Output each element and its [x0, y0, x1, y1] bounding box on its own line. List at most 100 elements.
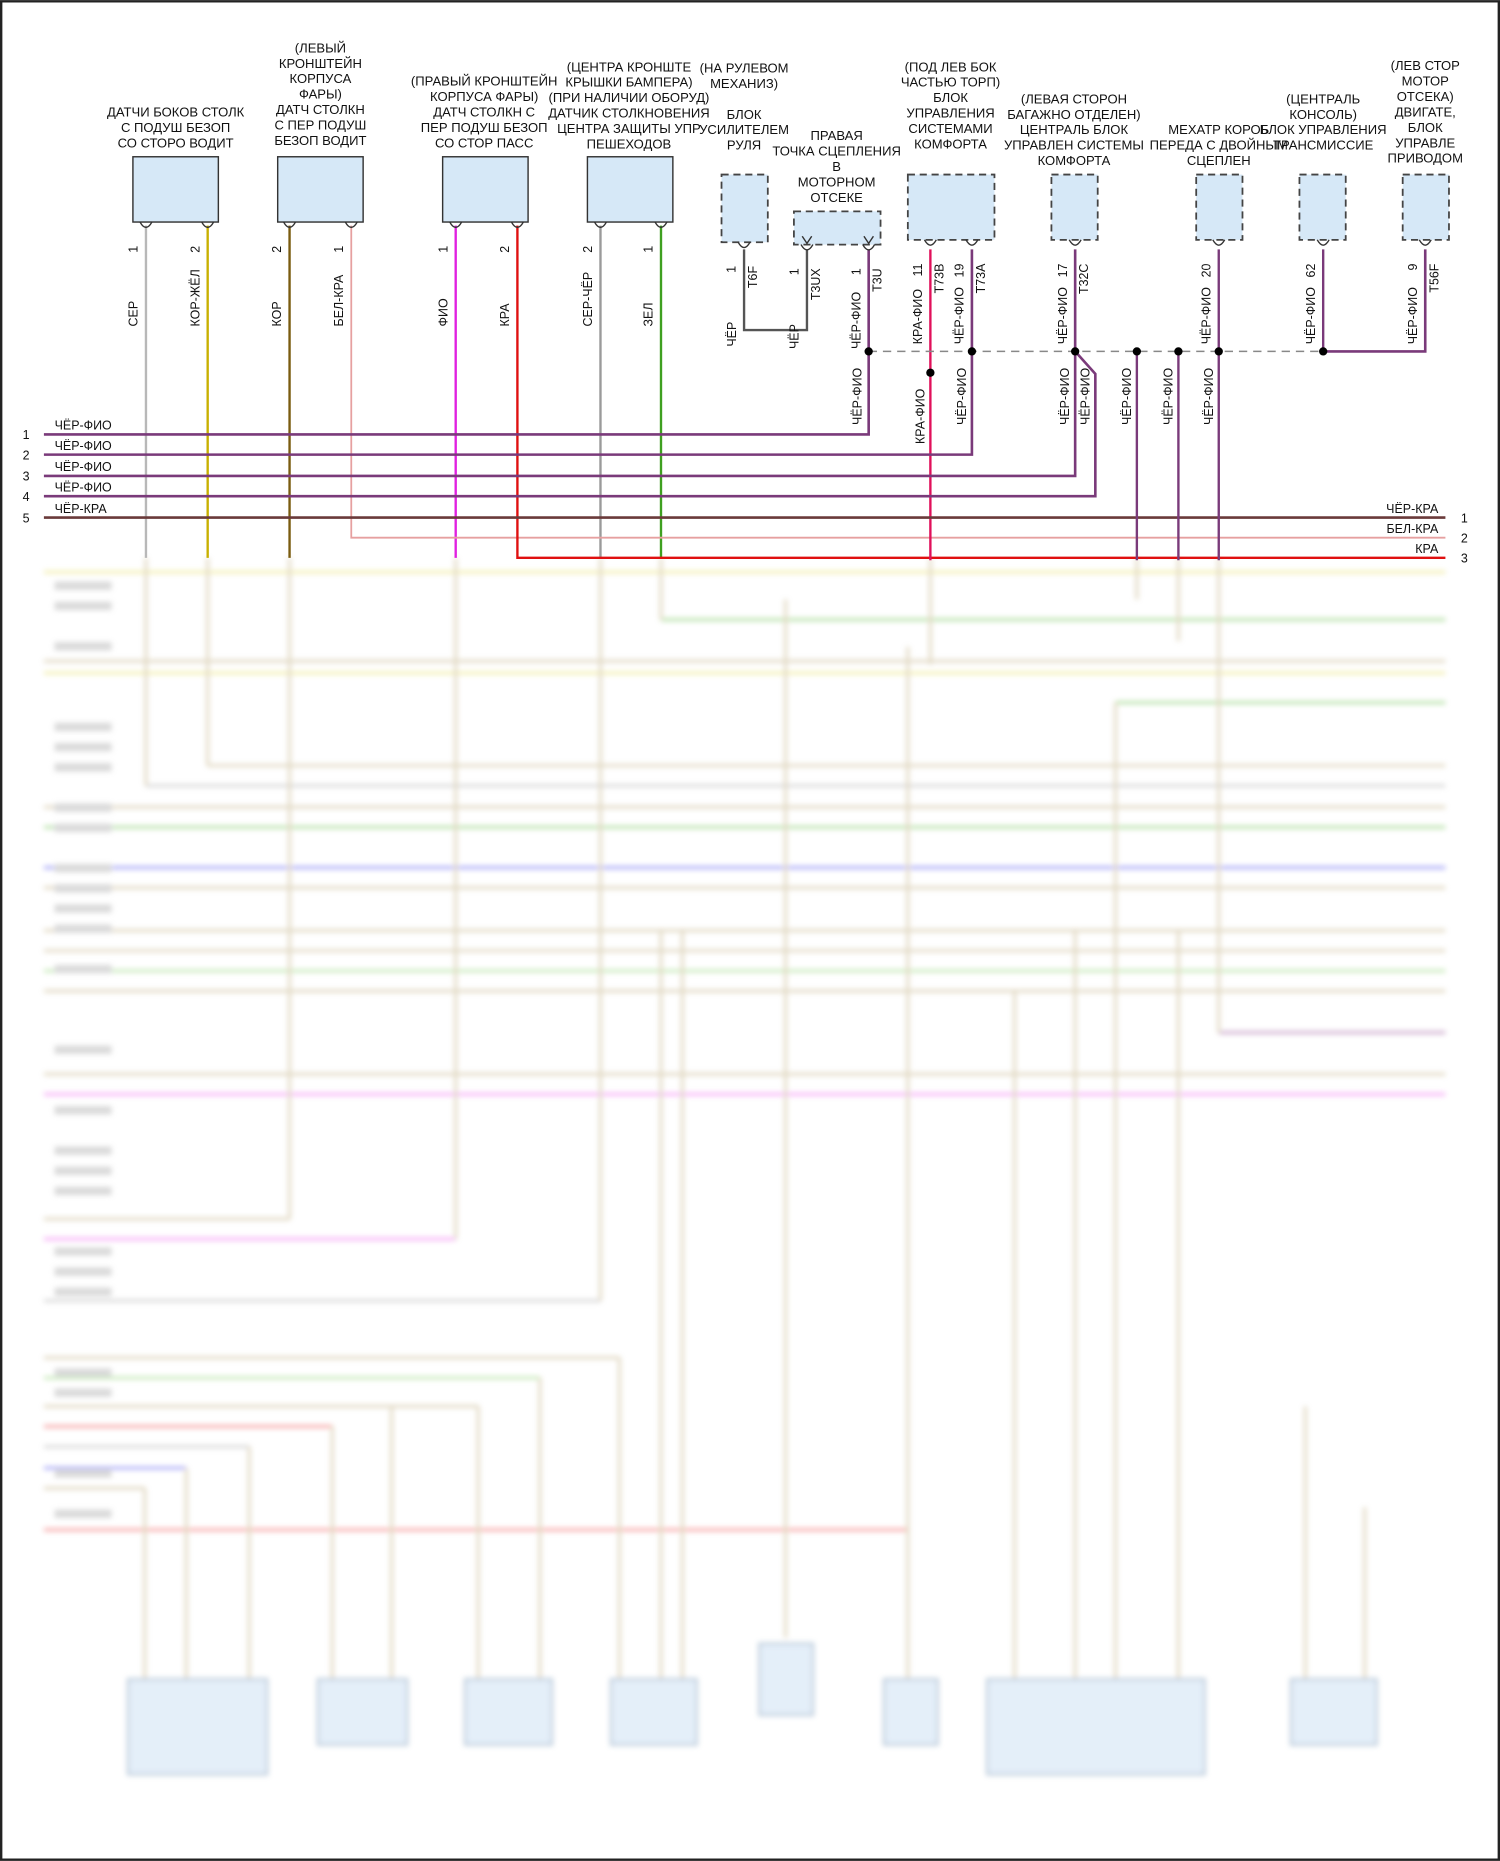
wire-color-label: КОР: [270, 301, 284, 326]
pin-number: 1: [332, 246, 346, 253]
row-number: 4: [23, 490, 30, 504]
component-label: СО СТОР ПАСС: [435, 135, 533, 150]
component-label: МЕХАНИЗ): [710, 76, 778, 91]
row-number: 1: [1461, 511, 1468, 525]
component-label: В: [832, 159, 841, 174]
splice-dot: [1174, 347, 1182, 355]
component-label: КОМФОРТА: [914, 136, 987, 151]
component-label: ЧАСТЬЮ ТОРП): [901, 75, 1000, 90]
row-wire-label: ЧЁР-ФИО: [55, 419, 112, 433]
wire-color-label: СЕР: [127, 301, 141, 327]
pin-number: 20: [1199, 264, 1213, 278]
connector-code: T73B: [932, 264, 946, 294]
component-label: (ЛЕВАЯ СТОРОН: [1021, 91, 1127, 106]
component-label: КОРПУСА ФАРЫ): [430, 89, 538, 104]
blurred-component: [987, 1679, 1204, 1774]
pin-number: 1: [127, 246, 141, 253]
blurred-text: [55, 1368, 112, 1376]
wire-row-4: [44, 351, 1095, 496]
component-label: С ПЕР ПОДУШ: [274, 117, 366, 132]
component-label: ПЕШЕХОДОВ: [587, 136, 672, 151]
component-label: СО СТОРО ВОДИТ: [118, 135, 234, 150]
pin-number: 1: [642, 246, 656, 253]
component-box: [133, 157, 218, 222]
wire-color-label: ЧЁР-ФИО: [1058, 367, 1072, 424]
component-label: МОТОР: [1402, 74, 1450, 89]
pin-number: 19: [953, 264, 967, 278]
component-label: МЕХАТР КОРОБ: [1168, 122, 1269, 137]
row-wire-label: ЧЁР-КРА: [55, 502, 108, 516]
blurred-text: [55, 925, 112, 933]
wire-color-label: ЧЁР-ФИО: [955, 367, 969, 424]
component-box: [794, 211, 881, 244]
component-label: (ПРИ НАЛИЧИИ ОБОРУД): [549, 90, 710, 105]
wires: [44, 221, 1446, 560]
pin-number: 2: [498, 246, 512, 253]
component-label: ДВИГАТЕ,: [1395, 104, 1456, 119]
wire-color-label: ЧЁР: [788, 324, 802, 349]
row-number: 2: [1461, 531, 1468, 545]
wire-bel-kra: [351, 226, 1445, 538]
component-label: (ЦЕНТРАЛЬ: [1286, 91, 1360, 106]
pin-number: 11: [911, 264, 925, 277]
component-label: ОТСЕКА): [1397, 89, 1454, 104]
blurred-text: [55, 884, 112, 892]
blurred-text: [55, 904, 112, 912]
connector-code: T56F: [1427, 263, 1441, 292]
component-label: УСИЛИТЕЛЕМ: [699, 122, 789, 137]
wire-color-label: БЕЛ-КРА: [332, 274, 346, 327]
connector-code: T3UX: [809, 268, 823, 301]
component-label: (ЛЕВЫЙ: [295, 40, 346, 55]
component-label: (ЦЕНТРА КРОНШТЕ: [567, 59, 692, 74]
connector-code: T3U: [871, 268, 885, 292]
component-label: ТОЧКА СЦЕПЛЕНИЯ: [772, 144, 901, 159]
component-label: КРЫШКИ БАМПЕРА): [565, 75, 692, 90]
component-label: СЦЕПЛЕН: [1187, 153, 1251, 168]
component-label: ДАТЧИ БОКОВ СТОЛК: [107, 104, 245, 119]
component-label: СИСТЕМАМИ: [908, 121, 992, 136]
wire-color-label: КРА-ФИО: [911, 289, 925, 345]
blurred-text: [55, 1469, 112, 1477]
component-label: КРОНШТЕЙН: [279, 56, 362, 71]
blurred-component: [128, 1679, 267, 1774]
blurred-text: [55, 1046, 112, 1054]
wiring-diagram: ДАТЧИ БОКОВ СТОЛК С ПОДУШ БЕЗОП СО СТОРО В…: [0, 0, 1500, 1861]
pin-number: 62: [1304, 264, 1318, 278]
wire-color-label: ЧЁР-ФИО: [953, 287, 967, 344]
blurred-text: [55, 582, 112, 590]
component-label: БЛОК: [933, 90, 968, 105]
component-label: ЦЕНТРАЛЬ БЛОК: [1020, 122, 1129, 137]
blurred-component: [1291, 1679, 1376, 1744]
component-label: (ЛЕВ СТОР: [1391, 58, 1460, 73]
row-number: 3: [1461, 552, 1468, 566]
blurred-text: [55, 965, 112, 973]
component-label: ЦЕНТРА ЗАЩИТЫ УПР: [557, 121, 701, 136]
splice-dot: [865, 347, 873, 355]
component-label: БЕЗОП ВОДИТ: [274, 133, 366, 148]
pin-number: 17: [1056, 264, 1070, 278]
pin-number: 1: [849, 268, 863, 275]
splice-dot: [926, 369, 934, 377]
wire-cher-ground: [744, 249, 807, 330]
wire-color-label: ЧЁР-ФИО: [1304, 287, 1318, 344]
connector-code: T6F: [746, 266, 760, 289]
blurred-component: [884, 1679, 937, 1744]
blurred-component: [759, 1644, 812, 1715]
component-box: [908, 175, 995, 240]
pin-number: 1: [725, 266, 739, 273]
blurred-component: [611, 1679, 696, 1744]
component-label: С ПОДУШ БЕЗОП: [121, 120, 230, 135]
component-box: [1403, 175, 1449, 240]
splice-dot: [1071, 347, 1079, 355]
wire-color-label: КРА: [498, 303, 512, 327]
component-box: [587, 157, 672, 222]
component-label: ДАТЧ СТОЛКН С: [433, 104, 535, 119]
component-label: УПРАВЛЕН СИСТЕМЫ: [1004, 138, 1144, 153]
splice-dot: [1319, 347, 1327, 355]
row-number: 2: [23, 448, 30, 462]
component-label: БЛОК УПРАВЛЕНИЯ: [1260, 122, 1387, 137]
component-box: [722, 175, 768, 243]
pin-number: 2: [188, 246, 202, 253]
wire-color-label: ЗЕЛ: [642, 302, 656, 326]
wire-color-label: ЧЁР-ФИО: [1199, 287, 1213, 344]
